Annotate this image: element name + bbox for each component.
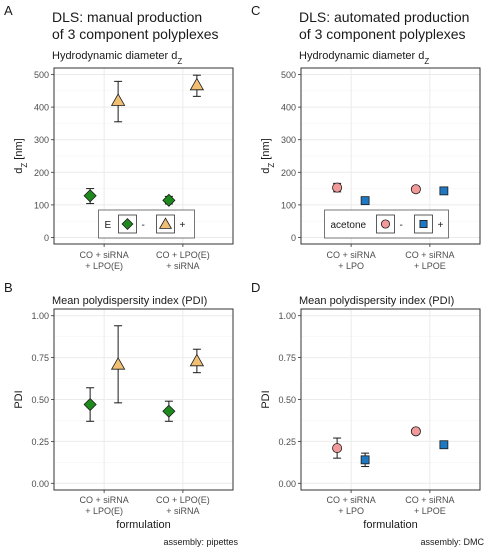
caption-left: assembly: pipettes — [163, 537, 238, 547]
data-point — [110, 93, 126, 106]
data-point — [83, 397, 97, 412]
y-tick-label: 500 — [281, 70, 296, 80]
data-point — [410, 426, 421, 437]
y-tick-label: 0 — [291, 233, 296, 243]
x-tick-label: + LPOE — [414, 261, 446, 271]
data-point — [332, 443, 343, 454]
x-tick-label: CO + siRNA — [405, 250, 454, 260]
caption-right: assembly: DMC — [420, 537, 484, 547]
x-axis-label: formulation — [363, 519, 417, 531]
chart-title-line: of 3 component polyplexes — [299, 26, 466, 42]
chart-subtitle: Hydrodynamic diameter dZ — [299, 50, 429, 66]
y-axis-label: dZ [nm] — [260, 138, 276, 173]
legend-box — [98, 209, 195, 239]
panel-b: B Mean polydispersity index (PDI) 0.00 0.25… — [4, 280, 234, 531]
y-tick-label: 0.00 — [31, 479, 49, 489]
panel-letter: D — [251, 280, 260, 295]
y-tick-label: 0.25 — [31, 437, 49, 447]
panel-border — [300, 67, 481, 245]
y-axis-label: PDI — [13, 390, 25, 408]
legend-title: E — [105, 220, 112, 231]
x-tick-label: + LPO — [338, 261, 364, 271]
panel-border — [53, 67, 234, 245]
x-tick-label: + LPO(E) — [85, 506, 123, 516]
y-tick-label: 200 — [281, 168, 296, 178]
data-point — [189, 353, 205, 367]
x-tick-label: CO + siRNA — [79, 495, 128, 505]
x-tick-label: + LPOE — [414, 506, 446, 516]
y-axis-label: PDI — [260, 390, 272, 408]
y-tick-label: 0.75 — [278, 353, 296, 363]
legend-marker — [419, 219, 428, 228]
x-tick-label: CO + siRNA — [326, 250, 375, 260]
x-tick-label: + LPO — [338, 506, 364, 516]
data-point — [360, 196, 370, 206]
panel-border — [53, 308, 234, 491]
data-point — [110, 356, 126, 370]
panel-letter: B — [4, 280, 13, 295]
legend-title: acetone — [331, 220, 367, 231]
data-point — [162, 193, 176, 207]
legend: E - + — [98, 209, 195, 239]
data-point — [439, 440, 449, 450]
legend: acetone - + — [324, 209, 449, 239]
data-point — [439, 186, 449, 196]
x-tick-label: + siRNA — [166, 261, 199, 271]
x-tick-label: CO + LPO(E) — [156, 250, 210, 260]
y-tick-label: 400 — [281, 103, 296, 113]
legend-label: - — [400, 220, 403, 231]
data-point — [332, 182, 343, 193]
panel-d: D Mean polydispersity index (PDI) 0.00 0.25… — [251, 280, 481, 531]
chart-subtitle: Mean polydispersity index (PDI) — [52, 295, 207, 307]
legend-marker — [121, 218, 134, 230]
legend-marker — [158, 217, 173, 229]
chart-title-line: DLS: automated production — [299, 9, 469, 25]
data-point — [410, 184, 421, 195]
legend-label: + — [180, 220, 186, 231]
legend-label: - — [142, 220, 145, 231]
legend-marker — [380, 219, 391, 229]
y-tick-label: 0.50 — [278, 395, 296, 405]
panel-letter: C — [251, 3, 260, 18]
legend-label: + — [438, 220, 444, 231]
y-tick-label: 200 — [34, 168, 49, 178]
x-tick-label: + LPO(E) — [85, 261, 123, 271]
y-tick-label: 1.00 — [278, 311, 296, 321]
panel-letter: A — [4, 3, 13, 18]
chart-title-line: DLS: manual production — [52, 9, 202, 25]
chart-subtitle: Hydrodynamic diameter dZ — [52, 50, 182, 66]
chart-title-line: of 3 component polyplexes — [52, 26, 219, 42]
y-tick-label: 100 — [281, 200, 296, 210]
panel-border — [300, 308, 481, 491]
y-tick-label: 500 — [34, 70, 49, 80]
y-tick-label: 100 — [34, 200, 49, 210]
y-tick-label: 300 — [34, 135, 49, 145]
x-tick-label: CO + LPO(E) — [156, 495, 210, 505]
y-tick-label: 300 — [281, 135, 296, 145]
x-tick-label: CO + siRNA — [405, 495, 454, 505]
chart-subtitle: Mean polydispersity index (PDI) — [299, 295, 454, 307]
data-point — [360, 455, 370, 465]
y-tick-label: 0.75 — [31, 353, 49, 363]
y-tick-label: 0 — [44, 233, 49, 243]
x-tick-label: + siRNA — [166, 506, 199, 516]
y-tick-label: 0.00 — [278, 479, 296, 489]
y-tick-label: 400 — [34, 103, 49, 113]
y-tick-label: 0.25 — [278, 437, 296, 447]
y-axis-label: dZ [nm] — [13, 138, 29, 173]
x-axis-label: formulation — [116, 519, 170, 531]
x-tick-label: CO + siRNA — [79, 250, 128, 260]
data-point — [189, 77, 205, 91]
x-tick-label: CO + siRNA — [326, 495, 375, 505]
data-point — [83, 189, 97, 203]
y-tick-label: 1.00 — [31, 311, 49, 321]
data-point — [162, 404, 176, 418]
y-tick-label: 0.50 — [31, 395, 49, 405]
